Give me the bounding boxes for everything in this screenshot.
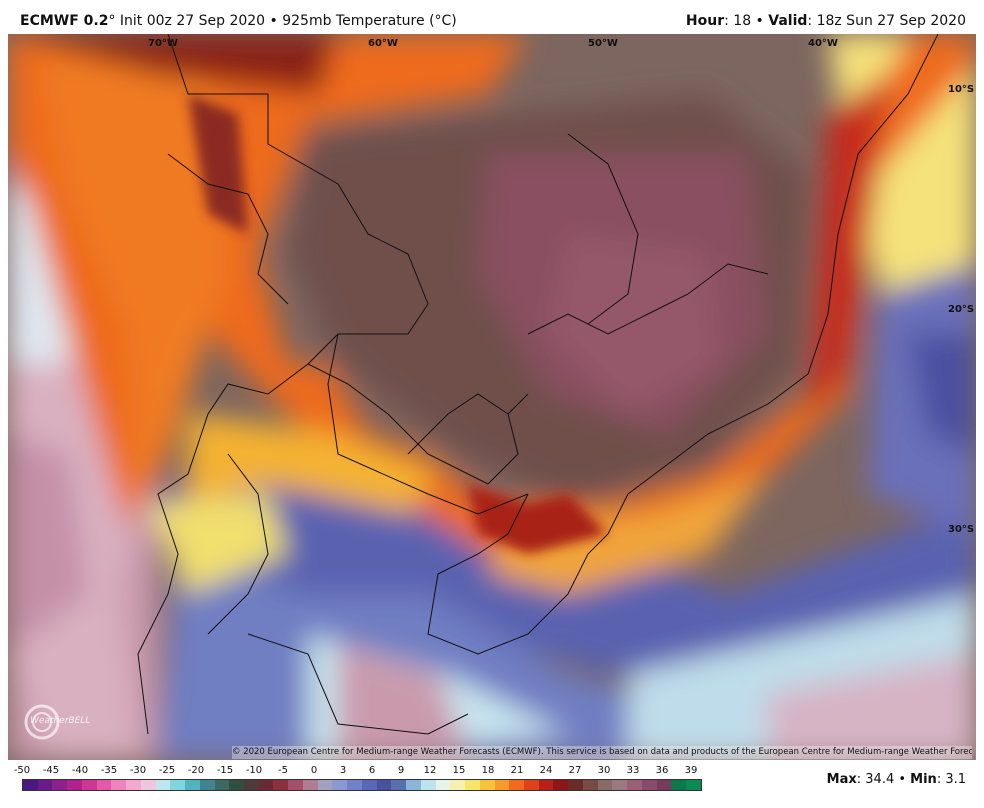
colorbar-swatch [155,780,171,790]
colorbar-swatch [170,780,186,790]
colorbar-swatch [420,780,436,790]
colorbar-swatch [509,780,524,790]
colorbar-swatch [627,780,642,790]
colorbar-swatch [641,780,657,790]
valid-value: : 18z Sun 27 Sep 2020 [807,13,966,29]
colorbar-tick: -15 [216,765,234,776]
lon-label-70w: 70°W [148,38,178,49]
colorbar-tick: 12 [423,765,437,776]
min-label: Min [910,772,937,787]
colorbar-swatch [435,780,451,790]
colorbar-swatch [81,780,97,790]
map-title: ECMWF 0.2° Init 00z 27 Sep 2020 • 925mb … [20,13,457,29]
colorbar-swatch [199,780,215,790]
colorbar-tick: 24 [539,765,553,776]
colorbar-swatch [140,780,156,790]
lat-label-10s: 10°S [948,84,975,95]
valid-time: Hour: 18 • Valid: 18z Sun 27 Sep 2020 [686,13,966,29]
colorbar-swatch [52,780,68,790]
colorbar-swatch [302,780,318,790]
colorbar-swatch [244,780,259,790]
valid-label: Valid [768,13,808,29]
colorbar-swatch [37,780,53,790]
colorbar-swatch [450,780,466,790]
hour-value: : 18 • [724,13,769,29]
colorbar-swatch [465,780,480,790]
init-info: ° Init 00z 27 Sep 2020 • 925mb Temperatu… [108,13,457,29]
weatherbell-logo-icon [24,704,60,740]
colorbar-tick: -35 [100,765,118,776]
colorbar-swatch [185,780,200,790]
colorbar-swatch [67,780,82,790]
colorbar-tick: 3 [339,765,347,776]
colorbar-swatch [273,780,289,790]
colorbar-tick: -45 [42,765,60,776]
colorbar-swatch [317,780,333,790]
colorbar-swatch [391,780,407,790]
lon-label-60w: 60°W [368,38,398,49]
colorbar-tick: 0 [310,765,318,776]
logo-text: WeatherBELL [30,716,91,726]
colorbar-swatch [361,780,377,790]
colorbar-tick: -5 [278,765,288,776]
colorbar-swatch [612,780,628,790]
borders-layer [137,34,939,735]
colorbar-swatch [671,780,687,790]
colorbar-swatch [597,780,613,790]
max-label: Max [826,772,857,787]
colorbar-swatch [582,780,598,790]
colorbar-swatch [214,780,230,790]
lon-label-50w: 50°W [588,38,618,49]
colorbar-swatch [96,780,112,790]
copyright-credit: © 2020 European Centre for Medium-range … [232,746,972,759]
max-value: : 34.4 • [856,772,911,787]
colorbar-tick: -10 [245,765,263,776]
colorbar-swatch [568,780,583,790]
colorbar-tick: 21 [510,765,524,776]
colorbar-tick: -40 [71,765,89,776]
colorbar-swatch [23,780,38,790]
map-canvas [8,34,976,760]
colorbar-swatch [126,780,141,790]
colorbar-tick: 9 [397,765,405,776]
colorbar-tick: 6 [368,765,376,776]
colorbar-tick: 30 [597,765,611,776]
colorbar-swatch [656,780,672,790]
colorbar-swatch [479,780,495,790]
colorbar-tick: -20 [187,765,205,776]
colorbar-swatch [686,780,701,790]
temperature-map[interactable]: 70°W 60°W 50°W 40°W 10°S 20°S 30°S [8,34,976,760]
colorbar-tick: 18 [481,765,495,776]
colorbar-tick: 27 [568,765,582,776]
colorbar-swatch [376,780,392,790]
colorbar-swatch [347,780,362,790]
colorbar-swatch [523,780,539,790]
colorbar-tick: 39 [684,765,698,776]
header: ECMWF 0.2° Init 00z 27 Sep 2020 • 925mb … [0,0,984,34]
colorbar-tick: -30 [129,765,147,776]
colorbar-tick: 36 [655,765,669,776]
model-name: ECMWF 0.2 [20,13,109,29]
colorbar-tick: -50 [13,765,31,776]
colorbar-swatch [553,780,569,790]
lat-label-20s: 20°S [948,304,975,315]
colorbar-swatch [538,780,554,790]
colorbar-tick: 33 [626,765,640,776]
colorbar-swatch [258,780,274,790]
lon-label-40w: 40°W [808,38,838,49]
colorbar-tick: -25 [158,765,176,776]
colorbar-swatch [288,780,303,790]
lat-label-30s: 30°S [948,524,975,535]
colorbar-tick: 15 [452,765,466,776]
colorbar-swatch [229,780,245,790]
temperature-colorbar [22,779,702,791]
max-min-stats: Max: 34.4 • Min: 3.1 [827,772,966,787]
min-value: : 3.1 [936,772,966,787]
colorbar-swatch [111,780,127,790]
colorbar-swatch [332,780,348,790]
hour-label: Hour [685,13,725,29]
colorbar-swatch [494,780,510,790]
colorbar-labels: -50 -45 -40 -35 -30 -25 -20 -15 -10 -5 0… [10,765,710,777]
colorbar-swatch [406,780,421,790]
